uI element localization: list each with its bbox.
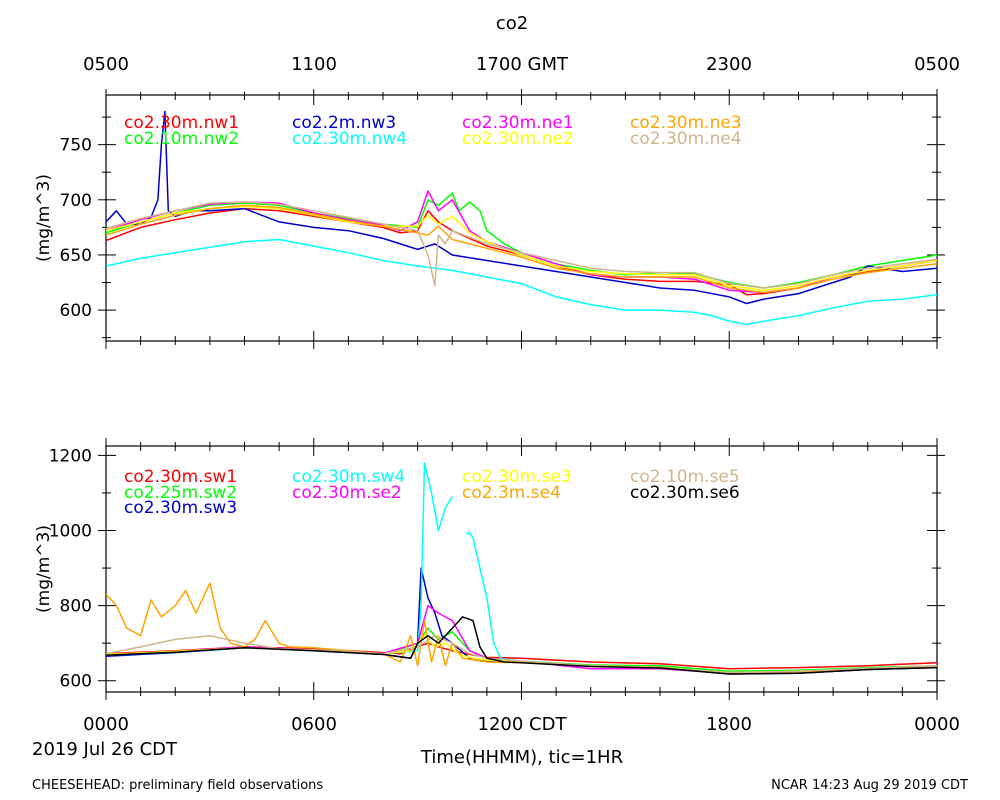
legend-entry: co2.10m.nw2	[124, 129, 239, 149]
bottom-axis-tick-label: 1200 CDT	[478, 714, 568, 735]
y-axis-title: (mg/m^3)	[34, 525, 54, 613]
y-tick-label: 1000	[49, 522, 92, 542]
series-line-co2.3m.se4	[106, 582, 937, 674]
y-tick-label: 1200	[49, 446, 92, 466]
series-line-co2.30m.ne3	[106, 204, 937, 294]
bottom-axis-tick-label: 1800	[706, 714, 752, 735]
top-axis-tick-label: 1700 GMT	[476, 54, 569, 75]
series-line-co2.10m.se5	[106, 634, 937, 674]
legend-entry: co2.25m.sw2	[124, 483, 237, 503]
legend-entry: co2.3m.se4	[462, 483, 561, 503]
legend-entry: co2.30m.ne3	[630, 113, 742, 133]
series-line-co2.30m.sw1	[106, 642, 937, 670]
legend-entry: co2.30m.sw1	[124, 467, 237, 487]
date-label: 2019 Jul 26 CDT	[32, 739, 178, 760]
chart-title: co2	[496, 13, 528, 34]
series-line-co2.2m.nw3	[106, 110, 937, 305]
top-axis-tick-label: 0500	[83, 54, 129, 75]
bottom-panel: 600 800 1000 1200 (mg/m^3) co2.30m.sw1co2.25m…	[34, 438, 945, 700]
x-axis-title: Time(HHMM), tic=1HR	[420, 747, 623, 768]
series-line-co2.30m.se6	[106, 616, 937, 675]
legend-entry: co2.30m.nw4	[292, 129, 407, 149]
y-tick-label: 650	[60, 246, 92, 266]
top-panel: 600 650 700 750 (mg/m^3) co2.30m.nw1co2.10m.n…	[34, 89, 945, 349]
legend-entry: co2.30m.sw4	[292, 467, 405, 487]
y-tick-label: 600	[60, 672, 92, 692]
top-axis-tick-label: 2300	[706, 54, 752, 75]
top-axis-tick-label: 0500	[914, 54, 960, 75]
legend-entry: co2.30m.se6	[630, 483, 740, 503]
legend-entry: co2.10m.se5	[630, 467, 740, 487]
legend-entry: co2.30m.ne4	[630, 129, 742, 149]
y-tick-label: 750	[60, 136, 92, 156]
legend-entry: co2.30m.sw3	[124, 498, 237, 518]
y-tick-label: 600	[60, 301, 92, 321]
legend-entry: co2.30m.se2	[292, 483, 402, 503]
series-line-co2.30m.nw4	[106, 238, 937, 326]
y-axis-title: (mg/m^3)	[34, 174, 54, 262]
top-axis-tick-label: 1100	[291, 54, 337, 75]
legend-entry: co2.2m.nw3	[292, 113, 396, 133]
legend-entry: co2.30m.ne2	[462, 129, 574, 149]
legend-entry: co2.30m.nw1	[124, 113, 239, 133]
bottom-axis-tick-label: 0600	[291, 714, 337, 735]
footer-left: CHEESEHEAD: preliminary field observatio…	[32, 778, 323, 793]
series-line-co2.30m.nw1	[106, 207, 937, 296]
bottom-axis-tick-label: 0000	[914, 714, 960, 735]
series-line-co2.30m.ne4	[106, 201, 937, 289]
bottom-axis-tick-label: 0000	[83, 714, 129, 735]
legend-entry: co2.30m.ne1	[462, 113, 574, 133]
y-tick-label: 700	[60, 191, 92, 211]
legend-entry: co2.30m.se3	[462, 467, 572, 487]
series-line-co2.30m.ne2	[106, 205, 937, 292]
y-tick-label: 800	[60, 597, 92, 617]
series-line-co2.25m.sw2	[106, 627, 937, 673]
footer-right: NCAR 14:23 Aug 29 2019 CDT	[771, 778, 968, 793]
